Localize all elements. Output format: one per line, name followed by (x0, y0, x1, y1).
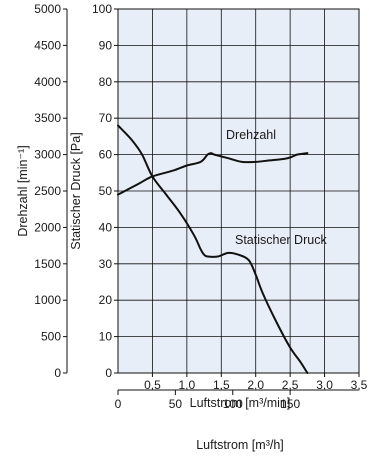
left-y-tick-label: 5000 (34, 2, 61, 16)
left-y-tick-label: 500 (41, 330, 61, 344)
x-axis-label: Luftstrom [m³/min] (190, 396, 291, 410)
x2-tick-label: 0 (115, 397, 122, 411)
right-y-tick-label: 10 (99, 330, 113, 344)
right-y-tick-label: 20 (99, 293, 113, 307)
x2-tick-label: 100 (223, 397, 243, 411)
left-y-tick-label: 4000 (34, 75, 61, 89)
x-tick-label: 3,5 (351, 378, 368, 392)
x-tick-label: 0,5 (144, 378, 161, 392)
x-tick-label: 2,0 (247, 378, 264, 392)
x-tick-label: 1,5 (213, 378, 230, 392)
x-axis-secondary: 0 50 100 150 (115, 389, 359, 411)
data-series (117, 124, 309, 374)
right-y-tick-label: 90 (99, 38, 113, 52)
left-y-tick-label: 3000 (34, 148, 61, 162)
right-y-tick-label: 80 (99, 75, 113, 89)
left-y-axis: 0 500 1000 1500 2000 2500 3000 3500 4000 4500 5000 (34, 2, 68, 380)
x-axis-primary: 0,5 1,0 1,5 2,0 2,5 3,0 3,5 (144, 373, 368, 392)
left-y-tick-label: 2500 (34, 184, 61, 198)
left-y-tick-label: 4500 (34, 38, 61, 52)
right-y-tick-label: 0 (105, 366, 112, 380)
x-tick-label: 3,0 (316, 378, 333, 392)
x-tick-label: 2,5 (282, 378, 299, 392)
left-y-tick-label: 1500 (34, 257, 61, 271)
left-y-tick-label: 3500 (34, 111, 61, 125)
annotation-statischer-druck: Statischer Druck (235, 233, 327, 247)
right-y-tick-label: 70 (99, 111, 113, 125)
x-tick-label: 1,0 (179, 378, 196, 392)
left-y-tick-label: 0 (54, 366, 61, 380)
x2-tick-label: 150 (280, 397, 300, 411)
drehzahl-curve (117, 152, 309, 196)
x2-axis-label: Luftstrom [m³/h] (196, 438, 284, 452)
grid-lines (118, 9, 359, 373)
right-y-tick-label: 60 (99, 148, 113, 162)
right-y-tick-label: 40 (99, 220, 113, 234)
right-y-axis: 0 10 20 30 40 50 60 70 80 90 100 (92, 2, 118, 380)
right-y-tick-label: 30 (99, 257, 113, 271)
right-y-tick-label: 100 (92, 2, 112, 16)
left-y-tick-label: 2000 (34, 220, 61, 234)
x2-tick-label: 50 (169, 397, 183, 411)
annotation-drehzahl: Drehzahl (226, 128, 276, 142)
left-y-tick-label: 1000 (34, 293, 61, 307)
right-y-axis-label: Statischer Druck [Pa] (69, 132, 83, 249)
statischer-druck-curve (117, 124, 309, 374)
right-y-tick-label: 50 (99, 184, 113, 198)
left-y-axis-label: Drehzahl [min⁻¹] (16, 145, 30, 236)
